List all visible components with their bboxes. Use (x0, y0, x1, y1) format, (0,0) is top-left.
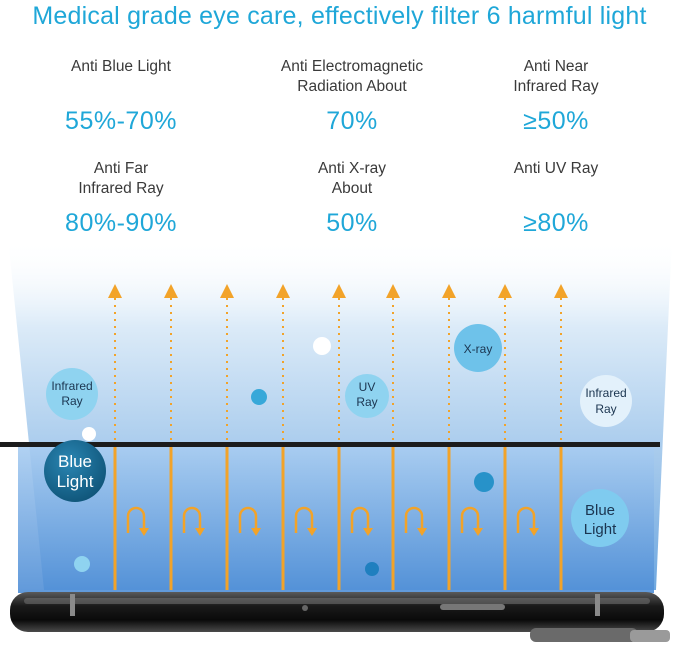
svg-text:Infrared: Infrared (51, 379, 92, 393)
up-arrow-icon-group (108, 284, 568, 298)
glass-top-edge (0, 442, 660, 447)
bubble-x-ray: X-ray (454, 324, 502, 372)
bubble-uv: UV Ray (345, 374, 389, 418)
stat-value: 50% (326, 209, 378, 237)
stat-label: Anti Near Infrared Ray (513, 58, 599, 95)
svg-text:Blue: Blue (58, 452, 92, 471)
particle-dot (82, 427, 96, 441)
particle-dot (74, 556, 90, 572)
phone-edge-illustration (10, 592, 670, 642)
svg-text:Infrared: Infrared (585, 386, 626, 400)
stat-anti-electromagnetic: Anti Electromagnetic Radiation About 70% (242, 57, 462, 136)
stat-anti-blue-light: Anti Blue Light 55%-70% (11, 57, 231, 136)
ray-column-group (114, 298, 562, 442)
svg-text:Ray: Ray (61, 394, 82, 408)
headline: Medical grade eye care, effectively filt… (32, 2, 647, 30)
stat-anti-uv-ray: Anti UV Ray ≥80% (446, 159, 666, 238)
stat-label: Anti Blue Light (71, 58, 171, 75)
svg-text:Blue: Blue (585, 502, 615, 519)
stat-label: Anti Far Infrared Ray (78, 160, 164, 197)
stat-label: Anti UV Ray (513, 160, 599, 177)
bubble-blue-light-left: Blue Light (44, 440, 106, 502)
stat-value: 55%-70% (65, 107, 177, 135)
svg-text:Ray: Ray (595, 402, 616, 416)
u-turn-arrowhead-group (139, 528, 539, 536)
svg-text:Light: Light (57, 472, 94, 491)
stat-value: ≥80% (523, 209, 589, 237)
stat-value: 70% (326, 107, 378, 135)
svg-text:Ray: Ray (356, 395, 377, 409)
glass-ray-group (113, 447, 563, 590)
svg-text:Light: Light (584, 521, 617, 538)
bubble-blue-light-right: Blue Light (571, 489, 629, 547)
glass-filter-layer (18, 445, 654, 593)
bubble-infrared-left: Infrared Ray (46, 368, 98, 420)
stat-anti-near-infrared: Anti Near Infrared Ray ≥50% (446, 57, 666, 136)
stat-value: ≥50% (523, 107, 589, 135)
stat-label: Anti X-ray About (317, 160, 387, 197)
particle-dot (365, 562, 379, 576)
svg-text:X-ray: X-ray (464, 342, 493, 356)
stat-anti-far-infrared: Anti Far Infrared Ray 80%-90% (11, 159, 231, 238)
particle-dot (313, 337, 331, 355)
u-turn-arrow-icon-group (126, 506, 536, 533)
stat-label: Anti Electromagnetic Radiation About (280, 58, 424, 95)
svg-text:UV: UV (359, 380, 376, 394)
particle-dot (251, 389, 267, 405)
particle-dot (474, 472, 494, 492)
stat-value: 80%-90% (65, 209, 177, 237)
stat-anti-x-ray: Anti X-ray About 50% (242, 159, 462, 238)
bubble-infrared-right: Infrared Ray (580, 375, 632, 427)
